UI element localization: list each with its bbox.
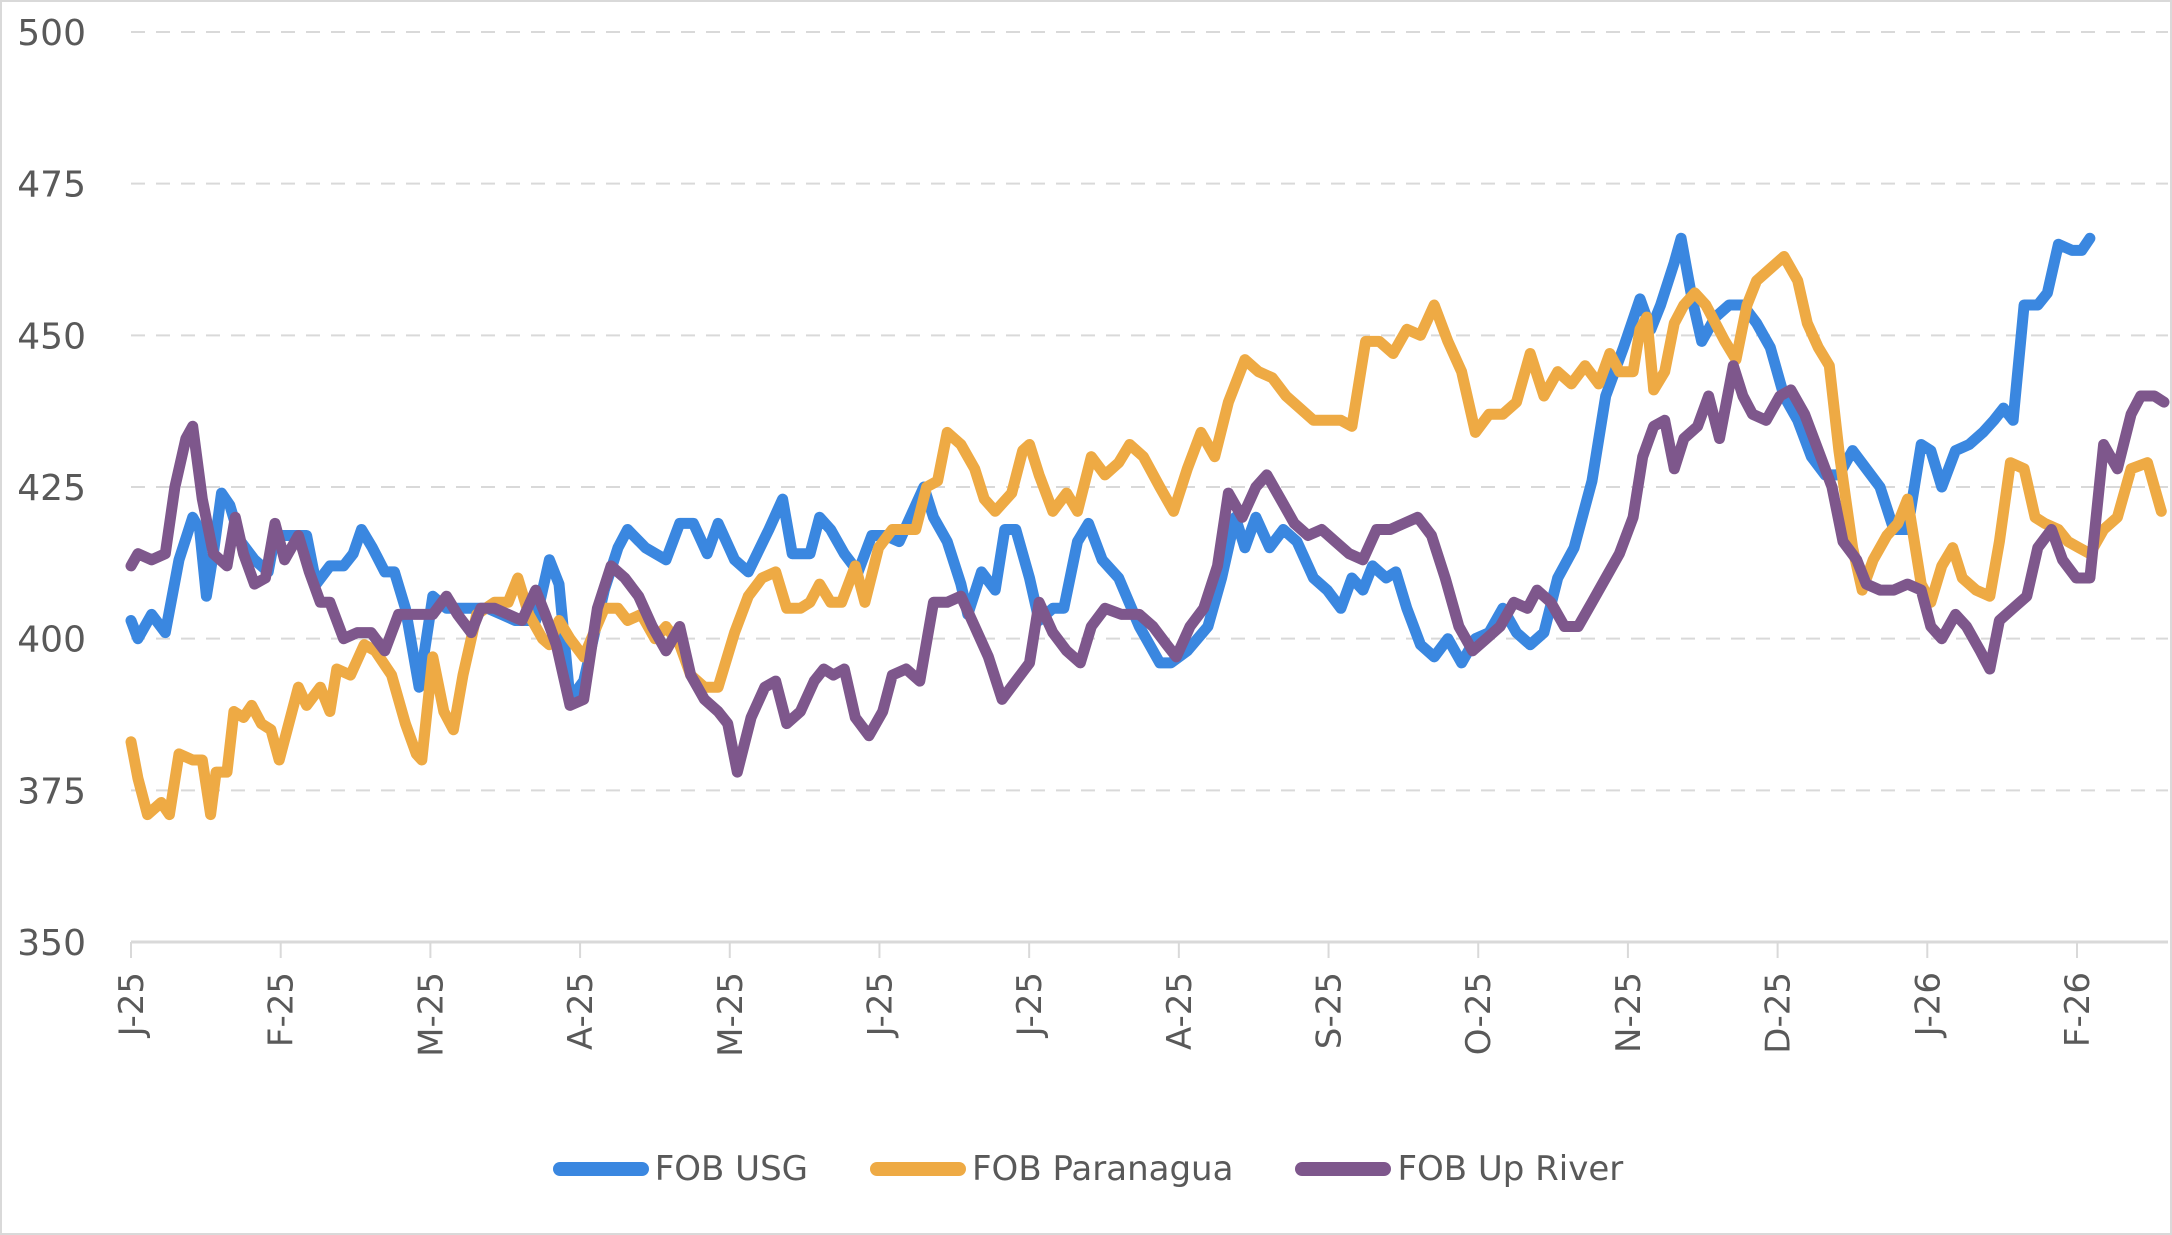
y-tick-label: 475	[17, 165, 86, 206]
x-tick-label: M-25	[411, 972, 451, 1057]
line-chart: 350 375 400 425 450 475 500 J-25 F-25 M-25 A-25 M-…	[17, 13, 2170, 1057]
x-tick-label: A-25	[1160, 972, 1200, 1050]
x-tick-label: J-25	[112, 972, 152, 1038]
legend: FOB USG FOB Paranagua FOB Up River	[2, 1144, 2172, 1194]
y-tick-label: 450	[17, 316, 86, 357]
legend-item-fob-paranagua: FOB Paranagua	[870, 1149, 1233, 1189]
legend-swatch-fob-paranagua	[870, 1162, 966, 1176]
y-axis-tick-labels: 350 375 400 425 450 475 500	[17, 13, 86, 964]
x-tick-label: D-25	[1759, 972, 1799, 1054]
series-line-fob-usg	[125, 232, 2096, 705]
legend-item-fob-usg: FOB USG	[552, 1149, 808, 1189]
x-tick-label: M-25	[711, 972, 751, 1057]
series-line-fob-paranagua	[125, 251, 2167, 821]
series-lines	[125, 232, 2170, 821]
x-tick-label: S-25	[1310, 972, 1350, 1049]
x-tick-label: F-25	[262, 972, 302, 1047]
legend-label: FOB Paranagua	[972, 1149, 1234, 1189]
x-tick-label: J-25	[1010, 972, 1050, 1038]
legend-item-fob-up-river: FOB Up River	[1295, 1149, 1623, 1189]
y-tick-label: 400	[17, 620, 86, 661]
x-tick-label: A-25	[561, 972, 601, 1050]
y-tick-label: 375	[17, 771, 86, 812]
legend-swatch-fob-up-river	[1295, 1162, 1392, 1176]
x-tick-label: J-26	[1908, 972, 1948, 1038]
legend-label: FOB Up River	[1397, 1149, 1624, 1189]
x-tick-label: F-26	[2058, 972, 2098, 1047]
legend-swatch-fob-usg	[552, 1162, 649, 1176]
y-tick-label: 425	[17, 468, 86, 509]
x-tick-label: O-25	[1459, 972, 1499, 1055]
x-tick-label: N-25	[1609, 972, 1649, 1053]
x-tick-label: J-25	[860, 972, 900, 1038]
y-tick-label: 350	[17, 923, 86, 964]
y-tick-label: 500	[17, 13, 86, 54]
series-line-fob-up-river	[125, 360, 2170, 778]
x-axis: J-25 F-25 M-25 A-25 M-25 J-25 J-25 A-25 S-25 O-25…	[112, 940, 2168, 1057]
legend-label: FOB USG	[654, 1149, 808, 1189]
